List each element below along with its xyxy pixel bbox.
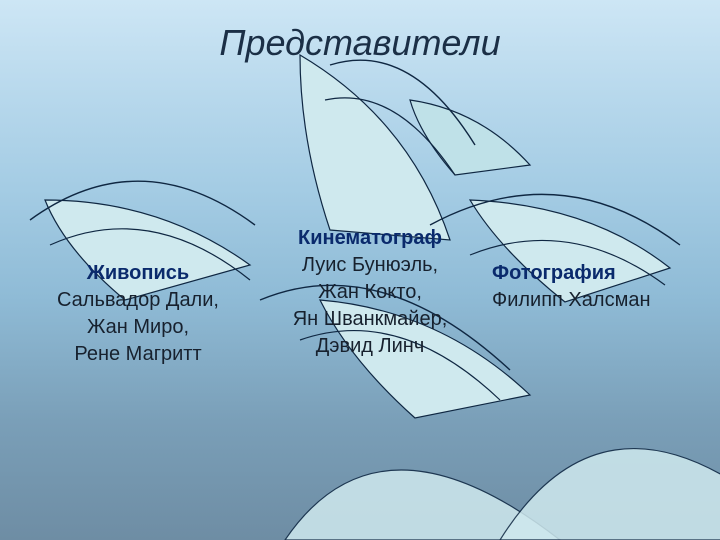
wedge-shape: [300, 55, 450, 240]
slide-title: Представители: [0, 22, 720, 64]
column-heading: Кинематограф: [260, 225, 480, 252]
arc-stroke: [330, 60, 475, 145]
fan-shape: [500, 449, 720, 540]
column-photo: Фотография Филипп Халсман: [492, 238, 692, 373]
slide: Представители Живопись Сальвадор Дали, Ж…: [0, 0, 720, 540]
arc-stroke: [325, 98, 455, 175]
wedge-shape: [410, 100, 530, 175]
column-body: Луис Бунюэль, Жан Кокто, Ян Шванкмайер, …: [260, 252, 480, 360]
columns-row: Живопись Сальвадор Дали, Жан Миро, Рене …: [0, 238, 720, 373]
fan-shape: [285, 470, 560, 540]
column-body: Сальвадор Дали, Жан Миро, Рене Магритт: [28, 287, 248, 368]
column-painting: Живопись Сальвадор Дали, Жан Миро, Рене …: [28, 238, 248, 373]
column-heading: Фотография: [492, 260, 692, 287]
column-body: Филипп Халсман: [492, 287, 692, 314]
arc-stroke: [30, 181, 255, 225]
column-heading: Живопись: [28, 260, 248, 287]
column-cinema: Кинематограф Луис Бунюэль, Жан Кокто, Ян…: [260, 225, 480, 360]
